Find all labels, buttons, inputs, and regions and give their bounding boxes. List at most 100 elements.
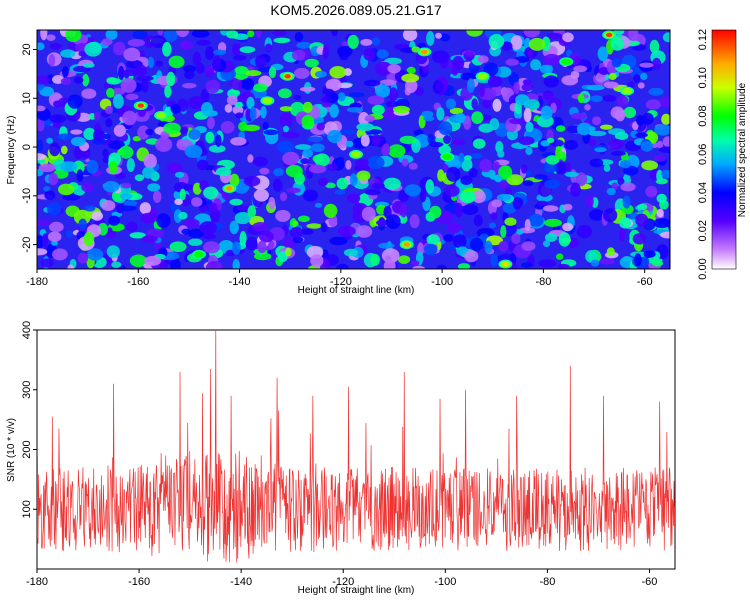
heatmap-cell bbox=[496, 193, 512, 202]
heatmap-cell bbox=[375, 84, 391, 98]
heatmap-cell bbox=[192, 51, 201, 67]
heatmap-cell bbox=[345, 160, 352, 170]
heatmap-cell bbox=[37, 248, 48, 256]
x-tick-label: -100 bbox=[434, 576, 456, 588]
heatmap-cell bbox=[320, 222, 328, 233]
heatmap-cell bbox=[237, 94, 245, 102]
y-tick-label: 10 bbox=[21, 92, 33, 104]
heatmap-cell bbox=[557, 263, 570, 269]
heatmap-cell bbox=[314, 153, 330, 167]
heatmap-hotspot bbox=[444, 154, 451, 159]
heatmap-cell bbox=[173, 182, 189, 193]
heatmap-cell bbox=[346, 193, 361, 204]
heatmap-cell bbox=[576, 224, 593, 239]
heatmap-cell bbox=[562, 222, 573, 232]
heatmap-cell bbox=[49, 142, 61, 157]
heatmap-cell bbox=[188, 96, 205, 110]
colorbar-tick-label: 0.06 bbox=[697, 144, 709, 165]
heatmap-cell bbox=[546, 32, 563, 39]
heatmap-cell bbox=[285, 164, 303, 178]
heatmap-cell bbox=[648, 87, 664, 96]
heatmap-hotspot bbox=[563, 59, 570, 64]
heatmap-cell bbox=[649, 39, 660, 54]
heatmap-cell bbox=[543, 75, 559, 88]
heatmap-cell bbox=[542, 240, 551, 248]
heatmap-cell bbox=[120, 205, 137, 212]
heatmap-cell bbox=[363, 79, 381, 87]
heatmap-cell bbox=[443, 234, 454, 242]
colorbar-label: Normalized spectral amplitude bbox=[737, 82, 748, 217]
heatmap-cell bbox=[37, 153, 46, 161]
heatmap-cell bbox=[263, 129, 279, 136]
heatmap-cell bbox=[530, 59, 542, 71]
heatmap-cell bbox=[555, 146, 562, 160]
heatmap-x-label: Height of straight line (km) bbox=[298, 285, 415, 296]
heatmap-cell bbox=[539, 64, 551, 74]
heatmap-cell bbox=[585, 194, 594, 209]
heatmap-cell bbox=[37, 235, 44, 250]
heatmap-cell bbox=[425, 179, 435, 194]
heatmap-cell bbox=[278, 88, 292, 99]
heatmap-cell bbox=[46, 137, 53, 144]
heatmap-cell bbox=[495, 141, 504, 154]
heatmap-cell bbox=[293, 67, 310, 79]
y-tick-label: -10 bbox=[21, 188, 33, 204]
heatmap-cell bbox=[243, 176, 261, 187]
heatmap-cell bbox=[254, 55, 267, 68]
heatmap-cell bbox=[62, 194, 81, 201]
heatmap-cell bbox=[123, 47, 141, 62]
heatmap-cell bbox=[356, 170, 371, 181]
heatmap-cell bbox=[203, 241, 220, 254]
heatmap-cell bbox=[388, 144, 406, 158]
heatmap-cell bbox=[191, 30, 210, 38]
heatmap-cell bbox=[477, 55, 489, 64]
heatmap-cell bbox=[170, 104, 181, 114]
heatmap-cell bbox=[136, 75, 154, 81]
heatmap-cell bbox=[239, 46, 256, 53]
heatmap-cell bbox=[336, 263, 349, 269]
heatmap-cell bbox=[628, 66, 644, 77]
heatmap-cell bbox=[61, 145, 68, 155]
heatmap-cell bbox=[371, 182, 385, 190]
heatmap-cell bbox=[289, 227, 303, 238]
heatmap-cell bbox=[640, 140, 654, 152]
heatmap-cell bbox=[419, 187, 427, 203]
heatmap-cell bbox=[465, 50, 475, 57]
heatmap-cell bbox=[472, 190, 486, 204]
y-tick-label: 400 bbox=[21, 321, 33, 339]
heatmap-cell bbox=[204, 65, 214, 78]
heatmap-cell bbox=[570, 182, 581, 197]
heatmap-cell bbox=[207, 116, 215, 130]
heatmap-cell bbox=[60, 49, 76, 58]
snr-y-label: SNR (10 * v/v) bbox=[6, 418, 17, 482]
heatmap-cell bbox=[268, 196, 276, 210]
heatmap-cell bbox=[371, 134, 382, 147]
heatmap-cell bbox=[60, 161, 78, 172]
heatmap-cell bbox=[473, 214, 483, 227]
heatmap-cell bbox=[365, 189, 381, 196]
heatmap-cell bbox=[633, 74, 641, 83]
heatmap-cell bbox=[637, 82, 645, 89]
heatmap-cell bbox=[504, 188, 513, 196]
heatmap-cell bbox=[113, 94, 124, 109]
heatmap-cell bbox=[660, 231, 670, 239]
heatmap-cell bbox=[367, 95, 385, 105]
heatmap-cell bbox=[208, 202, 218, 212]
heatmap-cell bbox=[603, 81, 619, 89]
heatmap-cell bbox=[347, 34, 359, 49]
heatmap-cell bbox=[574, 56, 581, 64]
heatmap-cell bbox=[341, 41, 349, 48]
heatmap-cell bbox=[445, 98, 457, 110]
heatmap-cell bbox=[168, 55, 185, 69]
x-tick-label: -80 bbox=[535, 276, 551, 288]
heatmap-cell bbox=[129, 254, 147, 268]
heatmap-cell bbox=[488, 222, 496, 229]
heatmap-cell bbox=[654, 124, 670, 136]
heatmap-cell bbox=[483, 62, 499, 76]
heatmap-cell bbox=[457, 263, 471, 269]
heatmap-cell bbox=[277, 251, 288, 263]
heatmap-cell bbox=[656, 140, 664, 149]
heatmap-cell bbox=[150, 35, 167, 49]
heatmap-cell bbox=[119, 193, 133, 200]
heatmap-cell bbox=[634, 253, 642, 267]
